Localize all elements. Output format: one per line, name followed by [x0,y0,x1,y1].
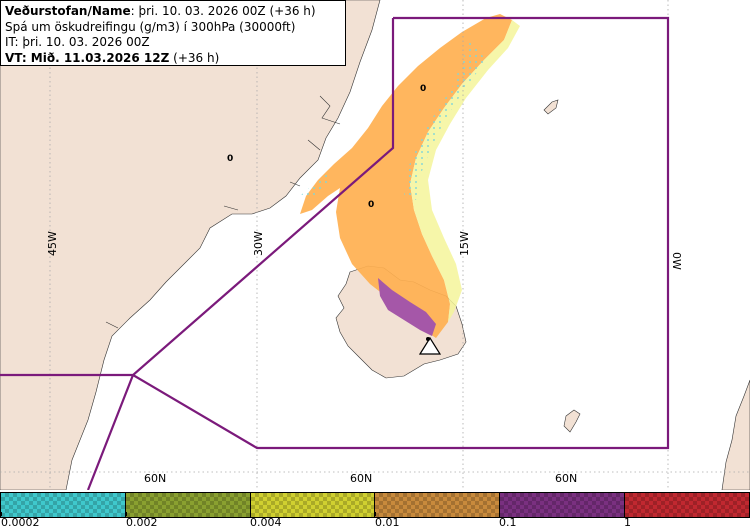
legend-color-bar [0,492,750,518]
legend-tick-1: 0.0002 [1,512,40,529]
longitude-label-45w: 45W [46,231,59,256]
valid-time-line: VT: Mið. 11.03.2026 12Z (+36 h) [5,51,341,67]
legend-tick-2: 0.002 [126,512,158,529]
greenland-landmass [0,0,381,490]
contour-label-3: 0 [368,200,374,210]
ash-plume-trace [404,40,486,200]
flight-region-boundary [0,16,670,490]
jan-mayen-island [543,99,559,115]
latitude-label-3: 60N [555,472,577,485]
legend-tick-6: 1 [624,512,631,529]
concentration-legend: 0.0002 0.002 0.004 0.01 0.1 1 [0,490,750,532]
ash-plume-trace-west [300,172,330,200]
contour-label-1: 0 [420,84,426,94]
legend-segment-6 [625,493,749,517]
norway-coast [721,379,750,490]
ash-plume-low [300,14,512,338]
valid-time-offset: (+36 h) [169,50,220,65]
valid-time: VT: Mið. 11.03.2026 12Z [5,50,170,65]
legend-segment-2 [125,493,251,517]
legend-segment-4 [375,493,501,517]
product-description: Spá um öskudreifingu (g/m3) í 300hPa (30… [5,19,296,34]
ash-dispersion-map: 45W 30W 15W 0W 60N 60N 60N 0 0 0 [0,0,750,490]
issuer-value: : þri. 10. 03. 2026 00Z (+36 h) [130,4,316,18]
longitude-label-0w: 0W [670,252,683,270]
latitude-label-1: 60N [144,472,166,485]
longitude-label-15w: 15W [458,231,471,256]
ash-plume-edge [410,20,520,322]
latitude-label-2: 60N [350,472,372,485]
legend-segment-5 [500,493,626,517]
initial-time: IT: þri. 10. 03. 2026 00Z [5,35,150,49]
forecast-header: Veðurstofan/Name: þri. 10. 03. 2026 00Z … [0,0,346,66]
ash-plume-high [378,278,436,336]
warning-triangle-icon [418,336,442,355]
issuer-label: Veðurstofan/Name [5,4,131,18]
legend-segment-1 [1,493,126,517]
issuer-line: Veðurstofan/Name: þri. 10. 03. 2026 00Z … [5,4,341,20]
legend-tick-5: 0.1 [499,512,517,529]
legend-tick-3: 0.004 [250,512,282,529]
legend-tick-4: 0.01 [375,512,400,529]
contour-label-2: 0 [227,154,233,164]
longitude-label-30w: 30W [252,231,265,256]
greenland-fjord-lines [105,95,341,329]
legend-segment-3 [250,493,376,517]
faroe-islands [563,409,581,433]
